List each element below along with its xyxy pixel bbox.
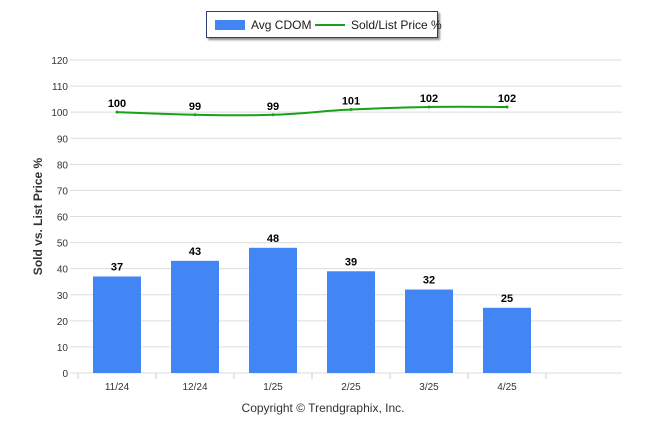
line-value-label: 99 bbox=[267, 101, 279, 113]
line-value-label: 101 bbox=[342, 96, 360, 108]
y-tick-label: 80 bbox=[57, 160, 69, 171]
bar-1-25 bbox=[249, 247, 297, 373]
x-tick-label: 11/24 bbox=[105, 382, 130, 393]
line-value-label: 102 bbox=[498, 93, 516, 105]
line-value-label: 99 bbox=[189, 101, 201, 113]
y-tick-label: 20 bbox=[57, 317, 69, 328]
y-tick-label: 90 bbox=[57, 134, 69, 145]
y-tick-label: 50 bbox=[57, 239, 69, 250]
legend-label-sold-list: Sold/List Price % bbox=[351, 18, 442, 32]
y-tick-label: 40 bbox=[57, 265, 69, 276]
line-point bbox=[271, 113, 275, 117]
x-tick-label: 12/24 bbox=[182, 382, 207, 393]
legend-item-avg-cdom[interactable]: Avg CDOM bbox=[215, 17, 311, 33]
bar-2-25 bbox=[327, 271, 375, 373]
bar-11-24 bbox=[93, 276, 141, 373]
x-tick-label: 1/25 bbox=[263, 382, 283, 393]
bar-value-label: 48 bbox=[267, 233, 279, 245]
legend-bar-swatch bbox=[215, 20, 245, 30]
line-point bbox=[427, 105, 431, 109]
legend-label-avg-cdom: Avg CDOM bbox=[251, 18, 312, 32]
y-tick-label: 60 bbox=[57, 213, 69, 224]
bar-3-25 bbox=[405, 289, 453, 373]
bar-4-25 bbox=[483, 307, 531, 373]
bar-value-label: 37 bbox=[111, 261, 123, 273]
line-point bbox=[349, 108, 353, 112]
y-tick-label: 10 bbox=[57, 343, 69, 354]
line-point bbox=[193, 113, 197, 117]
bar-value-label: 39 bbox=[345, 256, 357, 268]
legend: Avg CDOM Sold/List Price % bbox=[206, 11, 442, 38]
y-tick-label: 110 bbox=[52, 82, 68, 93]
line-value-label: 102 bbox=[420, 93, 438, 105]
x-tick-label: 3/25 bbox=[419, 382, 439, 393]
y-tick-label: 30 bbox=[57, 291, 69, 302]
copyright-text: Copyright © Trendgraphix, Inc. bbox=[241, 401, 405, 415]
y-axis-title: Sold vs. List Price % bbox=[31, 157, 45, 275]
y-tick-label: 100 bbox=[51, 108, 68, 119]
y-tick-label: 70 bbox=[57, 186, 69, 197]
y-tick-label: 120 bbox=[51, 56, 68, 67]
line-point bbox=[505, 105, 509, 109]
bar-value-label: 32 bbox=[423, 275, 435, 287]
bar-value-label: 43 bbox=[189, 246, 201, 258]
series-line-sold-list bbox=[116, 105, 508, 117]
x-tick-label: 4/25 bbox=[497, 382, 517, 393]
legend-line-swatch bbox=[315, 24, 345, 26]
bar-12-24 bbox=[171, 260, 219, 373]
legend-item-sold-list[interactable]: Sold/List Price % bbox=[315, 17, 442, 33]
x-tick-label: 2/25 bbox=[341, 382, 361, 393]
bar-value-label: 25 bbox=[501, 293, 513, 305]
y-tick-label: 0 bbox=[62, 369, 68, 380]
line-value-label: 100 bbox=[108, 98, 126, 110]
line-point bbox=[115, 110, 119, 114]
